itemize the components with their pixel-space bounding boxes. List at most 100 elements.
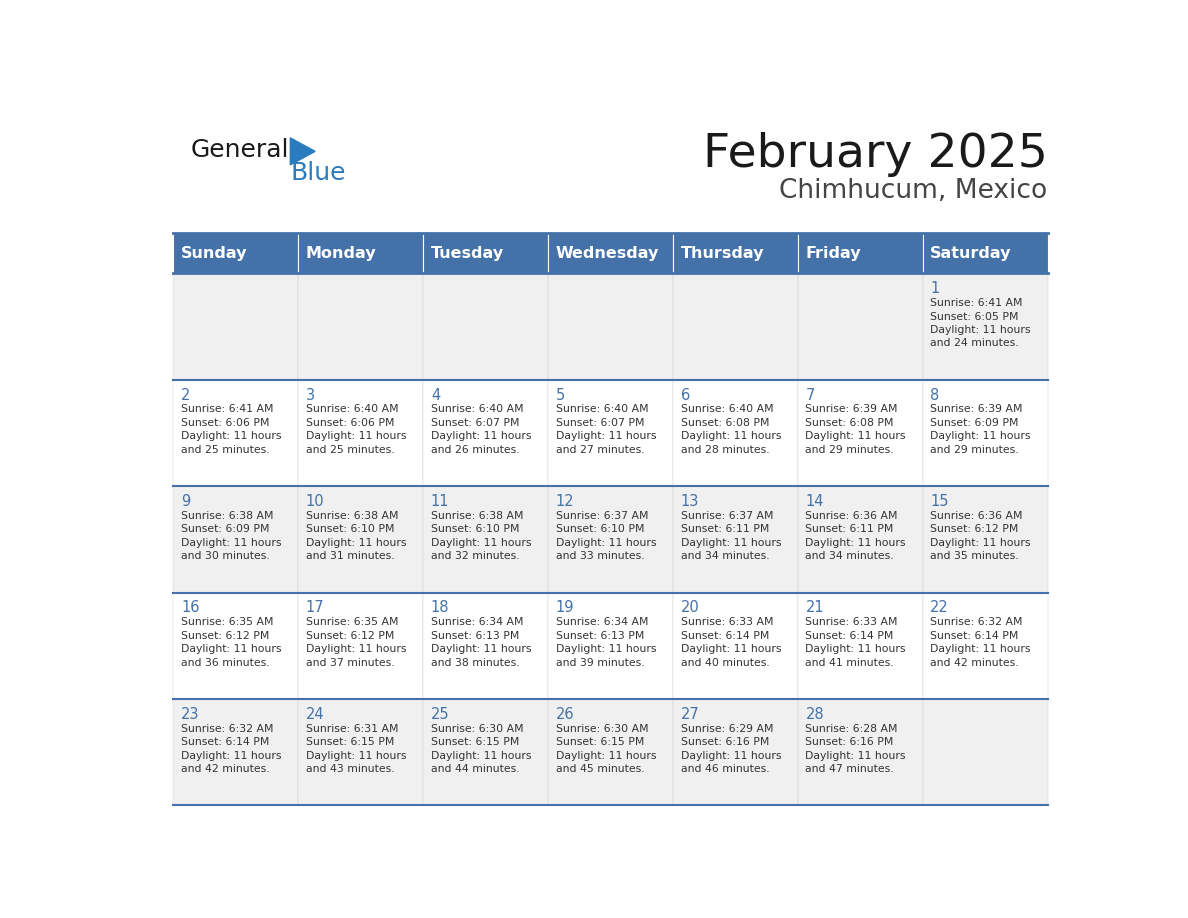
Text: Daylight: 11 hours: Daylight: 11 hours: [431, 644, 531, 655]
Bar: [298, 487, 423, 593]
Bar: [923, 593, 1048, 699]
Text: and 28 minutes.: and 28 minutes.: [681, 445, 769, 455]
Bar: [298, 699, 423, 805]
Text: Daylight: 11 hours: Daylight: 11 hours: [181, 644, 282, 655]
Text: Sunrise: 6:40 AM: Sunrise: 6:40 AM: [556, 405, 649, 414]
Bar: [548, 233, 672, 274]
Bar: [548, 487, 672, 593]
Text: Sunrise: 6:35 AM: Sunrise: 6:35 AM: [181, 617, 273, 627]
Bar: [797, 274, 923, 380]
Text: Daylight: 11 hours: Daylight: 11 hours: [307, 431, 406, 442]
Bar: [548, 380, 672, 487]
Bar: [298, 233, 423, 274]
Bar: [423, 699, 548, 805]
Text: Daylight: 11 hours: Daylight: 11 hours: [805, 538, 906, 548]
Bar: [173, 593, 298, 699]
Text: and 38 minutes.: and 38 minutes.: [431, 657, 519, 667]
Text: and 24 minutes.: and 24 minutes.: [930, 339, 1019, 349]
Text: and 46 minutes.: and 46 minutes.: [681, 764, 769, 774]
Text: 16: 16: [181, 600, 200, 615]
Bar: [548, 593, 672, 699]
Bar: [672, 699, 797, 805]
Text: 2: 2: [181, 387, 190, 402]
Text: Sunrise: 6:41 AM: Sunrise: 6:41 AM: [930, 298, 1023, 308]
Text: and 43 minutes.: and 43 minutes.: [307, 764, 394, 774]
Text: and 27 minutes.: and 27 minutes.: [556, 445, 644, 455]
Text: and 35 minutes.: and 35 minutes.: [930, 552, 1019, 561]
Bar: [298, 593, 423, 699]
Text: Sunrise: 6:34 AM: Sunrise: 6:34 AM: [431, 617, 524, 627]
Text: Sunset: 6:08 PM: Sunset: 6:08 PM: [805, 418, 895, 428]
Text: Sunset: 6:05 PM: Sunset: 6:05 PM: [930, 311, 1019, 321]
Text: Sunset: 6:14 PM: Sunset: 6:14 PM: [930, 631, 1019, 641]
Bar: [423, 380, 548, 487]
Text: and 45 minutes.: and 45 minutes.: [556, 764, 644, 774]
Text: 22: 22: [930, 600, 949, 615]
Text: Daylight: 11 hours: Daylight: 11 hours: [556, 431, 656, 442]
Text: Saturday: Saturday: [930, 246, 1012, 261]
Text: and 44 minutes.: and 44 minutes.: [431, 764, 519, 774]
Text: Daylight: 11 hours: Daylight: 11 hours: [431, 751, 531, 761]
Text: Sunset: 6:16 PM: Sunset: 6:16 PM: [805, 737, 893, 747]
Bar: [423, 274, 548, 380]
Text: Sunset: 6:08 PM: Sunset: 6:08 PM: [681, 418, 769, 428]
Bar: [797, 380, 923, 487]
Text: 5: 5: [556, 387, 565, 402]
Text: Sunset: 6:07 PM: Sunset: 6:07 PM: [431, 418, 519, 428]
Text: Sunrise: 6:37 AM: Sunrise: 6:37 AM: [556, 511, 649, 521]
Text: Sunset: 6:13 PM: Sunset: 6:13 PM: [556, 631, 644, 641]
Text: Sunrise: 6:35 AM: Sunrise: 6:35 AM: [307, 617, 398, 627]
Text: Daylight: 11 hours: Daylight: 11 hours: [930, 538, 1031, 548]
Text: Sunset: 6:09 PM: Sunset: 6:09 PM: [930, 418, 1019, 428]
Text: Daylight: 11 hours: Daylight: 11 hours: [181, 751, 282, 761]
Text: 10: 10: [307, 494, 324, 509]
Text: 7: 7: [805, 387, 815, 402]
Text: and 29 minutes.: and 29 minutes.: [930, 445, 1019, 455]
Text: Sunset: 6:15 PM: Sunset: 6:15 PM: [431, 737, 519, 747]
Bar: [923, 233, 1048, 274]
Text: 25: 25: [431, 707, 449, 722]
Text: Daylight: 11 hours: Daylight: 11 hours: [307, 644, 406, 655]
Text: Daylight: 11 hours: Daylight: 11 hours: [556, 751, 656, 761]
Text: and 25 minutes.: and 25 minutes.: [181, 445, 270, 455]
Text: Sunrise: 6:31 AM: Sunrise: 6:31 AM: [307, 723, 398, 733]
Text: Sunrise: 6:38 AM: Sunrise: 6:38 AM: [181, 511, 273, 521]
Text: and 31 minutes.: and 31 minutes.: [307, 552, 394, 561]
Text: Sunset: 6:14 PM: Sunset: 6:14 PM: [681, 631, 769, 641]
Text: Daylight: 11 hours: Daylight: 11 hours: [805, 751, 906, 761]
Text: Sunrise: 6:32 AM: Sunrise: 6:32 AM: [930, 617, 1023, 627]
Bar: [923, 699, 1048, 805]
Text: Sunrise: 6:40 AM: Sunrise: 6:40 AM: [307, 405, 398, 414]
Text: February 2025: February 2025: [702, 131, 1048, 177]
Text: Sunrise: 6:39 AM: Sunrise: 6:39 AM: [805, 405, 898, 414]
Text: and 37 minutes.: and 37 minutes.: [307, 657, 394, 667]
Text: Sunset: 6:12 PM: Sunset: 6:12 PM: [930, 524, 1019, 534]
Text: Wednesday: Wednesday: [556, 246, 659, 261]
Bar: [797, 233, 923, 274]
Text: and 33 minutes.: and 33 minutes.: [556, 552, 644, 561]
Text: 17: 17: [307, 600, 324, 615]
Text: 1: 1: [930, 281, 940, 297]
Bar: [548, 699, 672, 805]
Text: Monday: Monday: [307, 246, 377, 261]
Text: 27: 27: [681, 707, 700, 722]
Text: and 34 minutes.: and 34 minutes.: [681, 552, 769, 561]
Text: Sunset: 6:15 PM: Sunset: 6:15 PM: [556, 737, 644, 747]
Text: 24: 24: [307, 707, 324, 722]
Text: Sunrise: 6:38 AM: Sunrise: 6:38 AM: [307, 511, 398, 521]
Text: 8: 8: [930, 387, 940, 402]
Text: Sunrise: 6:39 AM: Sunrise: 6:39 AM: [930, 405, 1023, 414]
Text: and 26 minutes.: and 26 minutes.: [431, 445, 519, 455]
Text: Daylight: 11 hours: Daylight: 11 hours: [930, 325, 1031, 335]
Text: Daylight: 11 hours: Daylight: 11 hours: [556, 644, 656, 655]
Bar: [173, 233, 298, 274]
Text: Thursday: Thursday: [681, 246, 764, 261]
Bar: [298, 380, 423, 487]
Text: 6: 6: [681, 387, 690, 402]
Text: Sunrise: 6:34 AM: Sunrise: 6:34 AM: [556, 617, 649, 627]
Text: 12: 12: [556, 494, 574, 509]
Text: Daylight: 11 hours: Daylight: 11 hours: [805, 431, 906, 442]
Text: 21: 21: [805, 600, 824, 615]
Text: Sunrise: 6:30 AM: Sunrise: 6:30 AM: [556, 723, 649, 733]
Polygon shape: [290, 138, 315, 165]
